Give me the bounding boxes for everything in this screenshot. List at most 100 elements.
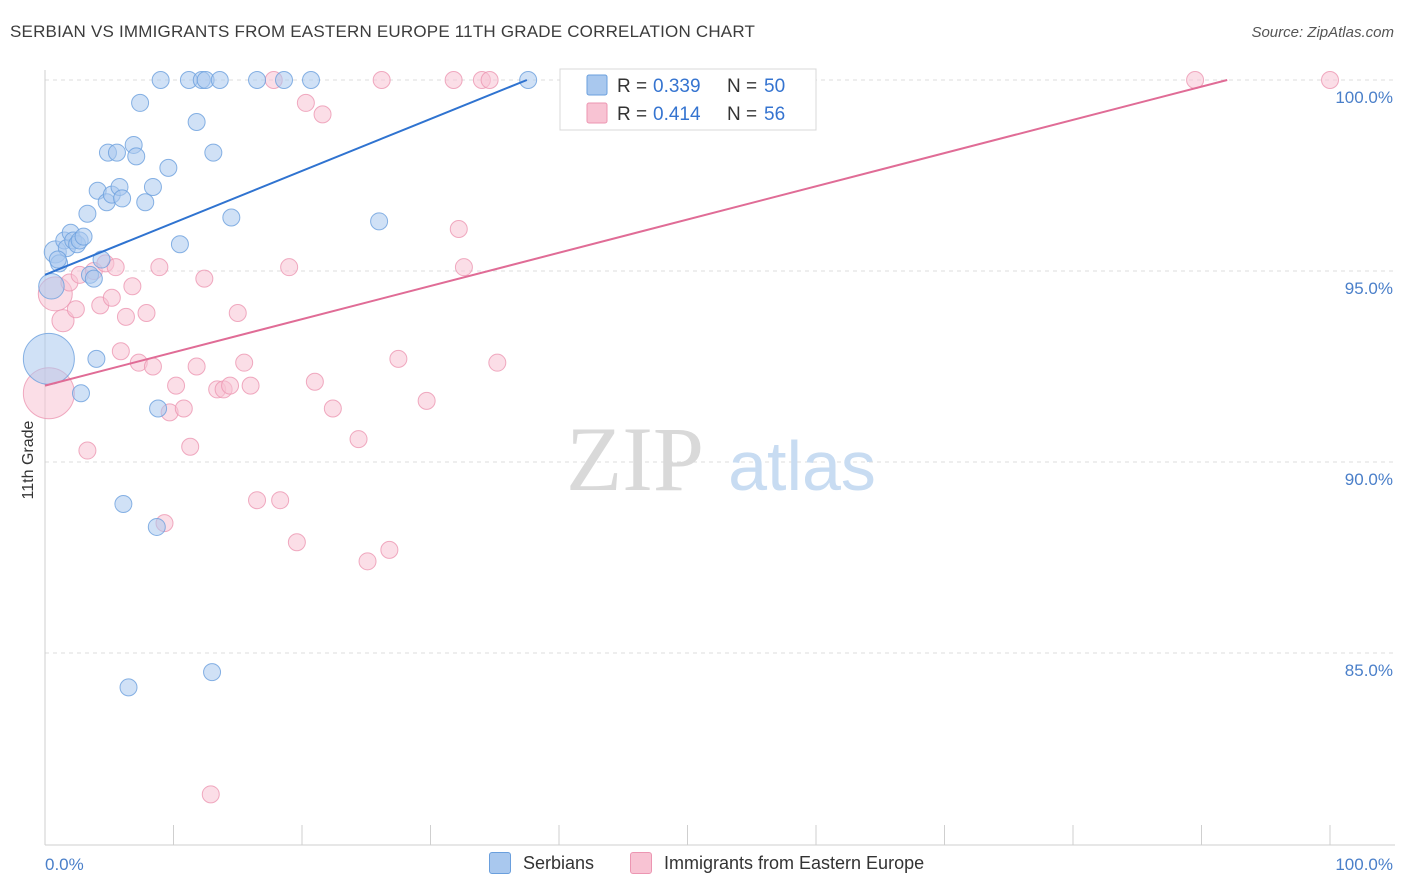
legend-serbians-r-label: R = bbox=[617, 76, 647, 97]
serbians-point bbox=[143, 177, 162, 196]
watermark: ZIP atlas bbox=[566, 408, 876, 510]
bottom-legend-serbians: Serbians bbox=[489, 852, 594, 874]
immigrants-point bbox=[323, 399, 342, 418]
legend-serbians-n-value: 50 bbox=[764, 76, 785, 97]
immigrants-point bbox=[235, 353, 254, 372]
immigrants-point bbox=[187, 357, 206, 376]
legend-immigrants-n-value: 56 bbox=[764, 104, 785, 125]
serbians-point bbox=[275, 71, 294, 89]
legend-immigrants-swatch bbox=[586, 102, 608, 124]
ticks: 100.0% 95.0% 90.0% 85.0% 0.0% 100.0% bbox=[45, 88, 1393, 874]
serbians-point bbox=[131, 93, 150, 112]
serbians-point bbox=[301, 71, 320, 89]
serbians-point bbox=[210, 71, 229, 89]
serbians-point bbox=[248, 71, 267, 89]
immigrants-point bbox=[116, 307, 135, 326]
serbians-point bbox=[204, 143, 223, 162]
source-label: Source: ZipAtlas.com bbox=[1251, 24, 1394, 41]
immigrants-point bbox=[480, 71, 499, 89]
serbians-trendline bbox=[44, 79, 528, 276]
immigrants-point bbox=[358, 552, 377, 571]
immigrants-point bbox=[454, 258, 473, 277]
trendlines bbox=[44, 79, 1228, 387]
serbians-point bbox=[114, 495, 133, 514]
immigrants-point bbox=[287, 533, 306, 552]
bottom-legend-immigrants-swatch bbox=[630, 852, 652, 874]
immigrants-point bbox=[123, 277, 142, 296]
immigrants-point bbox=[305, 372, 324, 391]
immigrants-point bbox=[111, 342, 130, 361]
serbians-point bbox=[170, 235, 189, 254]
immigrants-point bbox=[51, 309, 75, 333]
serbians-point bbox=[370, 212, 389, 231]
watermark-zip: ZIP bbox=[566, 408, 704, 510]
y-tick-label: 90.0% bbox=[1345, 470, 1393, 489]
immigrants-point bbox=[488, 353, 507, 372]
immigrants-point bbox=[181, 437, 200, 456]
serbians-point bbox=[84, 269, 103, 288]
immigrants-point bbox=[380, 540, 399, 559]
serbians-point bbox=[48, 250, 67, 269]
immigrants-point bbox=[137, 304, 156, 323]
serbians-point bbox=[187, 113, 206, 132]
y-tick-label: 85.0% bbox=[1345, 661, 1393, 680]
serbians-point bbox=[71, 384, 90, 403]
immigrants-point bbox=[449, 219, 468, 238]
serbians-point bbox=[151, 71, 170, 89]
serbians-point bbox=[127, 147, 146, 166]
immigrants-point bbox=[389, 349, 408, 368]
immigrants-point bbox=[1321, 71, 1339, 89]
serbians-point bbox=[113, 189, 132, 208]
immigrants-point bbox=[78, 441, 97, 460]
serbians-points bbox=[22, 71, 538, 697]
watermark-atlas: atlas bbox=[728, 427, 876, 505]
legend-immigrants-r-value: 0.414 bbox=[653, 104, 701, 125]
x-tick-label-min: 0.0% bbox=[45, 855, 84, 874]
serbians-point bbox=[107, 143, 126, 162]
serbians-point bbox=[136, 193, 155, 212]
serbians-point bbox=[203, 663, 222, 682]
immigrants-point bbox=[102, 288, 121, 307]
immigrants-point bbox=[150, 258, 169, 277]
serbians-point bbox=[78, 204, 97, 223]
serbians-point bbox=[149, 399, 168, 418]
bottom-legend-immigrants: Immigrants from Eastern Europe bbox=[630, 852, 924, 874]
immigrants-point bbox=[241, 376, 260, 395]
legend-serbians-n-label: N = bbox=[727, 76, 757, 97]
serbians-point bbox=[74, 227, 93, 246]
legend-serbians-r-value: 0.339 bbox=[653, 76, 701, 97]
immigrants-point bbox=[195, 269, 214, 288]
serbians-point bbox=[147, 517, 166, 536]
immigrants-point bbox=[143, 357, 162, 376]
bottom-legend-serbians-swatch bbox=[489, 852, 511, 874]
immigrants-point bbox=[66, 300, 85, 319]
immigrants-point bbox=[248, 491, 267, 510]
y-axis-label: 11th Grade bbox=[20, 420, 37, 499]
immigrants-point bbox=[444, 71, 463, 89]
immigrants-point bbox=[228, 304, 247, 323]
legend-immigrants-r-label: R = bbox=[617, 104, 647, 125]
chart-title: SERBIAN VS IMMIGRANTS FROM EASTERN EUROP… bbox=[10, 22, 756, 41]
immigrants-point bbox=[296, 93, 315, 112]
serbians-point bbox=[222, 208, 241, 227]
x-tick-label-max: 100.0% bbox=[1335, 855, 1393, 874]
serbians-point bbox=[119, 678, 138, 697]
immigrants-point bbox=[106, 258, 125, 277]
immigrants-point bbox=[280, 258, 299, 277]
immigrants-point bbox=[349, 430, 368, 449]
legend: R = 0.339 N = 50 R = 0.414 N = 56 bbox=[559, 68, 817, 131]
immigrants-point bbox=[167, 376, 186, 395]
legend-immigrants-n-label: N = bbox=[727, 104, 757, 125]
immigrants-point bbox=[221, 376, 240, 395]
axes bbox=[44, 70, 1395, 846]
serbians-point bbox=[38, 273, 65, 300]
immigrants-point bbox=[174, 399, 193, 418]
serbians-point bbox=[519, 71, 538, 89]
immigrants-point bbox=[313, 105, 332, 124]
immigrants-point bbox=[271, 491, 290, 510]
y-tick-label: 95.0% bbox=[1345, 279, 1393, 298]
serbians-point bbox=[159, 158, 178, 177]
bottom-legend-immigrants-label: Immigrants from Eastern Europe bbox=[664, 852, 925, 873]
y-tick-label: 100.0% bbox=[1335, 88, 1393, 107]
